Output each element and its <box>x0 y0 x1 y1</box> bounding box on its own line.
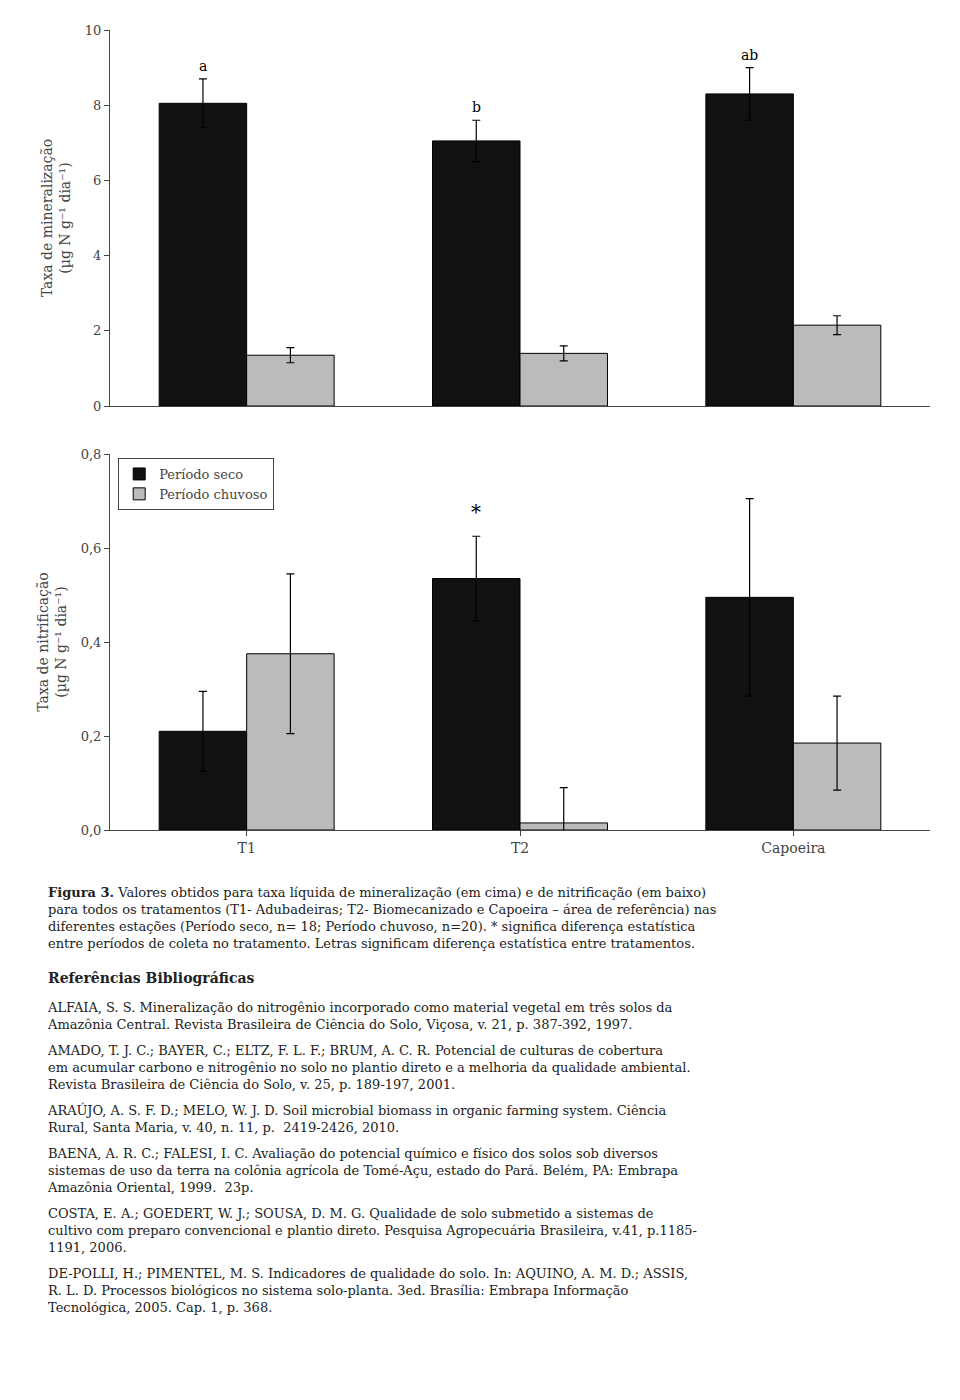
html-text:BAENA, A. R. C.; FALESI, I. C.: BAENA, A. R. C.; FALESI, I. C. Avaliação… <box>48 1146 678 1195</box>
svg-text:T2: T2 <box>511 840 529 856</box>
svg-text:Taxa de mineralização(µg N g⁻¹: Taxa de mineralização(µg N g⁻¹ dia⁻¹) <box>39 139 73 297</box>
svg-text:a: a <box>199 58 207 74</box>
html-text:COSTA, E. A.; GOEDERT, W. J.;: COSTA, E. A.; GOEDERT, W. J.; SOUSA, D. … <box>48 1206 697 1255</box>
svg-text:T1: T1 <box>238 840 256 856</box>
svg-text:0,6: 0,6 <box>81 541 102 556</box>
svg-text:Período seco: Período seco <box>159 467 243 482</box>
svg-text:0,8: 0,8 <box>81 447 102 462</box>
html-text:Figura 3. Valores obtidos para: Figura 3. Valores obtidos para taxa líqu… <box>48 885 717 951</box>
svg-text:*: * <box>471 500 481 524</box>
svg-text:10: 10 <box>85 23 102 38</box>
svg-text:Período chuvoso: Período chuvoso <box>159 487 267 502</box>
html-text:ARAÚJO, A. S. F. D.; MELO, W.: ARAÚJO, A. S. F. D.; MELO, W. J. D. Soil… <box>48 1103 667 1135</box>
svg-text:Capoeira: Capoeira <box>761 840 825 856</box>
svg-text:Taxa de nitrificação(µg N g⁻¹: Taxa de nitrificação(µg N g⁻¹ dia⁻¹) <box>35 572 69 711</box>
html-text:AMADO, T. J. C.; BAYER, C.; EL: AMADO, T. J. C.; BAYER, C.; ELTZ, F. L. … <box>48 1043 691 1092</box>
svg-text:0,2: 0,2 <box>81 729 102 744</box>
svg-text:6: 6 <box>93 173 101 188</box>
html-text:Referências Bibliográficas: Referências Bibliográficas <box>48 970 255 986</box>
svg-text:0,4: 0,4 <box>81 635 102 650</box>
svg-text:8: 8 <box>93 98 101 113</box>
svg-text:4: 4 <box>93 248 101 263</box>
svg-text:0,0: 0,0 <box>81 823 102 838</box>
svg-text:0: 0 <box>93 399 101 414</box>
html-text:DE-POLLI, H.; PIMENTEL, M. S.: DE-POLLI, H.; PIMENTEL, M. S. Indicadore… <box>48 1266 688 1315</box>
svg-text:ab: ab <box>741 47 758 63</box>
html-text:ALFAIA, S. S. Mineralização do: ALFAIA, S. S. Mineralização do nitrogêni… <box>48 1000 673 1032</box>
svg-text:2: 2 <box>93 323 101 338</box>
svg-text:b: b <box>472 99 481 115</box>
